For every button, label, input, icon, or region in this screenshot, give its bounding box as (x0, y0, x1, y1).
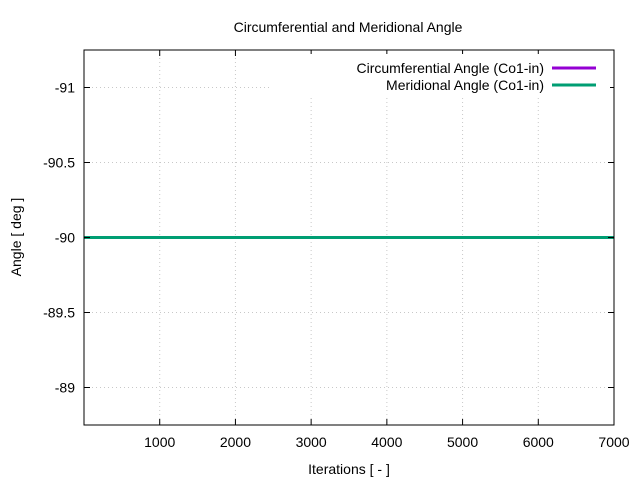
y-tick-label: -90 (55, 230, 75, 246)
legend-mask (270, 54, 610, 96)
legend: Circumferential Angle (Co1-in)Meridional… (270, 54, 610, 96)
x-tick-label: 2000 (220, 434, 251, 450)
chart-title: Circumferential and Meridional Angle (234, 19, 463, 35)
y-tick-label: -89 (55, 380, 75, 396)
x-tick-label: 4000 (371, 434, 402, 450)
legend-label-1: Circumferential Angle (Co1-in) (356, 60, 544, 76)
x-tick-label: 1000 (144, 434, 175, 450)
x-axis-label: Iterations [ - ] (308, 461, 390, 477)
legend-label-2: Meridional Angle (Co1-in) (386, 77, 544, 93)
x-tick-label: 7000 (598, 434, 629, 450)
x-tick-label: 5000 (447, 434, 478, 450)
y-tick-label: -91 (55, 80, 75, 96)
y-tick-label: -90.5 (43, 155, 75, 171)
y-axis-label: Angle [ deg ] (8, 198, 24, 277)
y-tick-label: -89.5 (43, 305, 75, 321)
x-tick-label: 6000 (523, 434, 554, 450)
x-tick-label: 3000 (296, 434, 327, 450)
tick-labels: 1000 2000 3000 4000 5000 6000 7000 -91 -90.5 -90 -… (43, 80, 630, 451)
